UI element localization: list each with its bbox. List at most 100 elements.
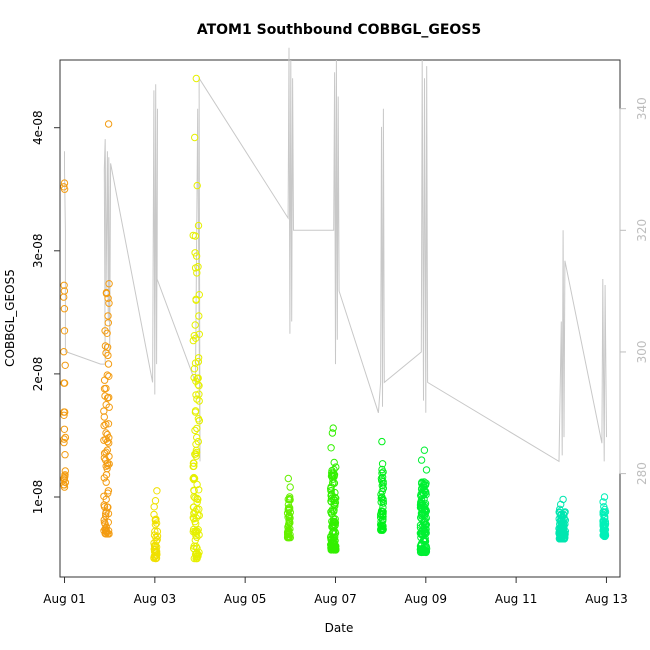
data-point [600, 493, 609, 501]
data-point [103, 343, 112, 351]
data-point [191, 359, 200, 367]
data-point [60, 305, 69, 313]
series-aug-02 [100, 120, 113, 538]
data-point [193, 527, 201, 535]
data-point [330, 458, 338, 467]
data-point [60, 287, 69, 295]
series-aug-07 [327, 424, 340, 554]
data-point [60, 379, 69, 387]
data-point [61, 467, 70, 475]
data-point [101, 327, 109, 335]
data-point [150, 553, 158, 562]
data-point [420, 547, 429, 555]
data-point [194, 415, 203, 423]
data-point [152, 519, 161, 527]
data-point [601, 505, 609, 514]
data-point [190, 365, 199, 373]
data-point [556, 511, 565, 520]
data-point [421, 537, 430, 546]
y-tick-label: 1e-08 [31, 480, 45, 515]
data-point [105, 439, 113, 447]
data-point [104, 360, 113, 368]
data-point [104, 351, 112, 360]
data-point [557, 534, 565, 542]
data-point [418, 479, 426, 487]
data-point [378, 460, 387, 468]
data-point [420, 518, 429, 527]
data-point [418, 531, 426, 539]
data-point [150, 503, 158, 511]
x-axis-label: Date [325, 621, 354, 635]
data-point [100, 474, 109, 482]
data-point [103, 459, 112, 468]
data-point [420, 524, 428, 532]
data-point [195, 382, 203, 390]
data-point [191, 133, 199, 142]
data-point [190, 475, 198, 484]
data-point [60, 281, 68, 289]
data-point [60, 481, 68, 489]
y2-tick-label: 340 [635, 97, 649, 120]
data-point [378, 437, 386, 446]
data-point [105, 372, 113, 380]
data-point [284, 532, 292, 540]
data-point [105, 434, 113, 442]
data-point [377, 498, 385, 506]
data-point [417, 456, 426, 464]
data-point [284, 527, 292, 535]
data-point [151, 547, 159, 556]
data-point [286, 493, 294, 501]
data-point [332, 494, 340, 502]
data-point [102, 289, 111, 298]
data-point [104, 420, 113, 428]
series-aug-08 [377, 437, 387, 534]
series-aug-03 [150, 487, 162, 563]
y-tick-label: 2e-08 [31, 357, 45, 392]
data-point [190, 486, 198, 494]
data-point [61, 451, 69, 459]
data-point [422, 507, 430, 515]
x-tick-label: Aug 05 [224, 592, 267, 606]
data-point [61, 433, 70, 442]
data-point [329, 472, 337, 481]
data-point [190, 509, 198, 517]
data-point [377, 526, 385, 534]
data-point [100, 407, 108, 415]
data-point [194, 511, 202, 519]
data-point [192, 391, 200, 399]
data-point [327, 535, 335, 543]
data-point [285, 504, 294, 512]
data-point [192, 520, 200, 528]
data-point [600, 514, 608, 522]
data-point [60, 293, 68, 301]
secondary-line-layer [64, 47, 607, 463]
data-point [418, 547, 426, 555]
data-point [329, 542, 337, 550]
data-point [101, 529, 110, 538]
data-point [103, 437, 112, 446]
data-point [328, 539, 336, 547]
data-point [100, 376, 109, 384]
data-point [60, 435, 68, 443]
data-point [417, 539, 426, 548]
data-point [189, 462, 197, 471]
data-point [378, 469, 386, 477]
data-point [153, 487, 161, 495]
data-point [194, 354, 203, 362]
data-point [191, 249, 199, 257]
data-point [192, 452, 200, 460]
data-point [285, 512, 294, 521]
x-tick-label: Aug 03 [134, 592, 177, 606]
y-axis-label: COBBGL_GEOS5 [3, 269, 17, 367]
data-point [191, 426, 199, 435]
data-point [191, 321, 199, 329]
data-point [193, 269, 201, 277]
data-point [330, 517, 338, 526]
data-point [378, 465, 386, 474]
data-point [557, 500, 565, 509]
data-point [103, 329, 111, 337]
data-point [284, 529, 292, 538]
data-point [192, 74, 201, 83]
data-point [327, 444, 335, 452]
data-point [152, 515, 160, 523]
